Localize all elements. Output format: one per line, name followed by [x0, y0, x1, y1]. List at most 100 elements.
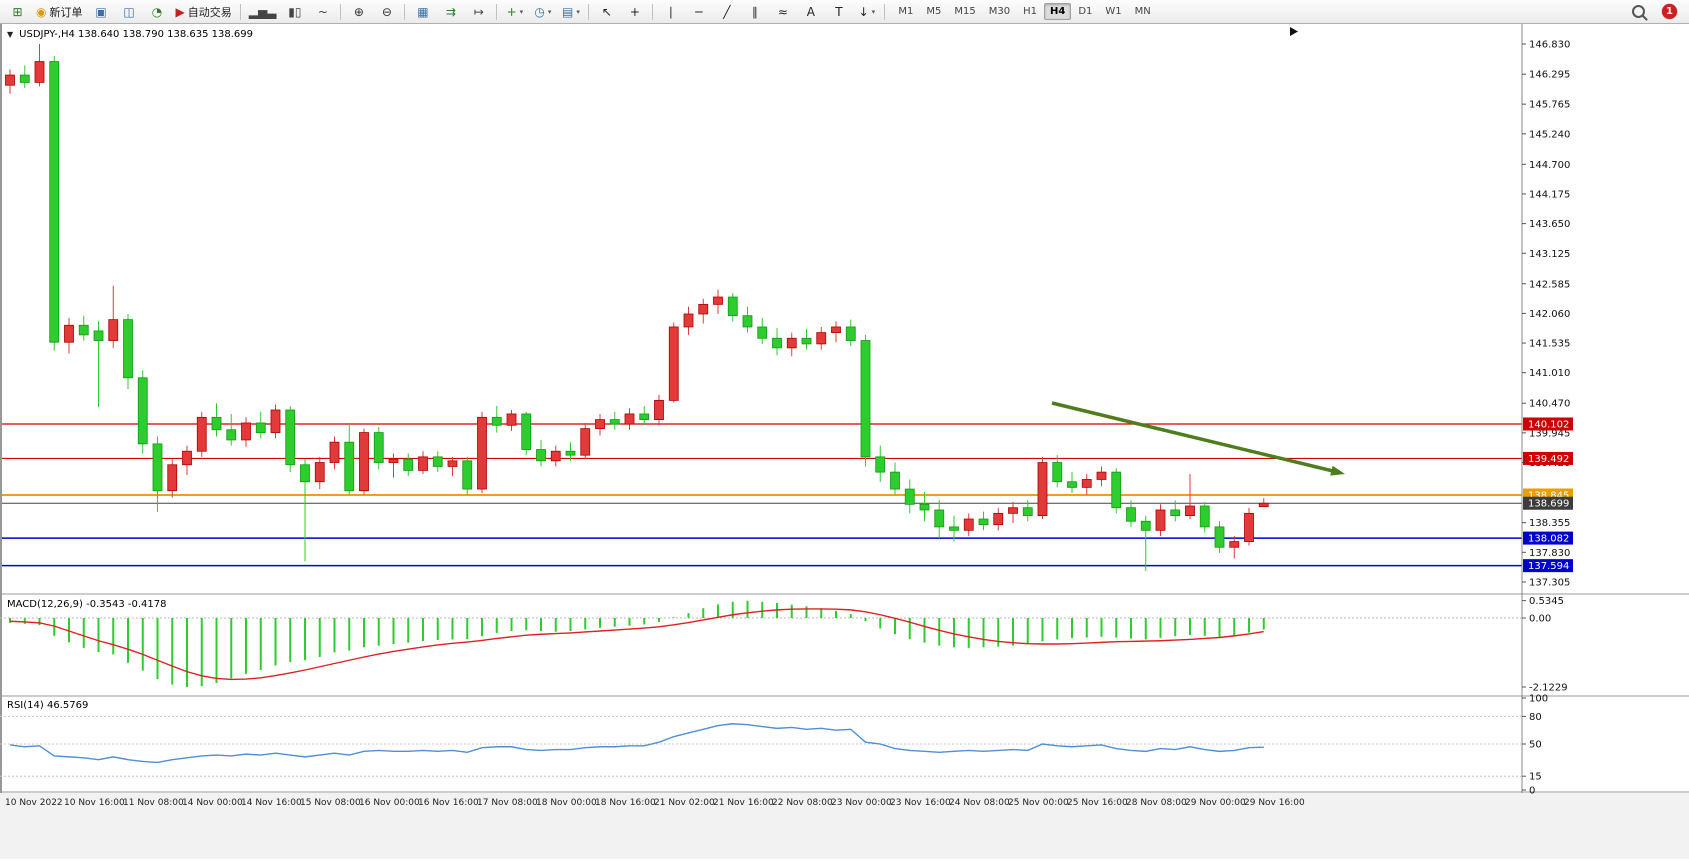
candle: [1140, 520, 1151, 531]
time-axis-label: 22 Nov 08:00: [772, 798, 833, 808]
toolbar-separator: [496, 3, 498, 20]
chart-shift-button[interactable]: ↦: [465, 1, 492, 22]
candle: [949, 526, 959, 531]
periods-button[interactable]: ◷ ▾: [529, 1, 556, 22]
notification-badge[interactable]: 1: [1662, 4, 1677, 19]
current-price-line-badge: [1523, 496, 1573, 510]
timeframe-m5-button[interactable]: M5: [926, 6, 942, 17]
candle: [683, 313, 694, 328]
time-axis-label: 16 Nov 16:00: [418, 798, 479, 808]
candle: [1008, 507, 1018, 514]
price-badge-label: 137.594: [1528, 561, 1569, 572]
crosshair-icon: +: [629, 4, 640, 19]
time-axis-label: 25 Nov 00:00: [1008, 798, 1069, 808]
crosshair-button[interactable]: +: [621, 1, 648, 22]
zoom-out-button[interactable]: ⊖: [373, 1, 400, 22]
price-badge-label: 138.699: [1528, 499, 1569, 510]
line-chart-button[interactable]: ~: [309, 1, 336, 22]
autotrading-button[interactable]: ▶ 自动交易: [171, 1, 235, 22]
toolbar-separator: [652, 3, 654, 20]
price-tick-label: 144.175: [1529, 189, 1570, 200]
candle: [1052, 462, 1063, 483]
candle: [875, 456, 886, 473]
timeframe-m30-button[interactable]: M30: [988, 6, 1011, 17]
price-tick-label: 142.060: [1529, 309, 1570, 320]
vertical-line-button[interactable]: ∣: [657, 1, 684, 22]
chart-canvas[interactable]: 146.830 146.295 145.765 145.240 144.700 144.1…: [0, 24, 1689, 859]
candle: [314, 462, 325, 483]
horizontal-line-button[interactable]: ─: [685, 1, 712, 22]
scroll-to-end-marker[interactable]: [1290, 27, 1298, 36]
label-button[interactable]: T: [825, 1, 852, 22]
timeframe-h1-button[interactable]: H1: [1023, 6, 1038, 17]
zoom-in-icon: ⊕: [353, 4, 364, 19]
candle: [241, 422, 251, 441]
candle: [477, 416, 487, 490]
fibonacci-button[interactable]: ≈: [769, 1, 796, 22]
arrows-button[interactable]: ↓ ▾: [853, 1, 880, 22]
candle: [226, 429, 237, 441]
candle: [5, 74, 15, 86]
cursor-button[interactable]: ↖: [593, 1, 620, 22]
candle: [64, 324, 74, 343]
price-tick-label: 146.295: [1529, 70, 1570, 81]
candle: [1096, 471, 1107, 480]
trendline-button[interactable]: ╱: [713, 1, 740, 22]
candle: [757, 326, 768, 339]
candle: [418, 456, 428, 471]
search-button[interactable]: [1625, 1, 1652, 22]
candle: [19, 74, 30, 83]
new-chart-button[interactable]: ⊞: [4, 1, 31, 22]
time-axis-label: 18 Nov 00:00: [536, 798, 597, 808]
candle: [182, 450, 192, 466]
timeframe-m1-button[interactable]: M1: [898, 6, 914, 17]
one-click-trading-toggle[interactable]: ▼: [7, 30, 14, 39]
candle: [845, 326, 856, 341]
tile-windows-button[interactable]: ▦: [409, 1, 436, 22]
bar-chart-icon: ▂▅▃: [248, 4, 277, 19]
price-tick-label: 145.240: [1529, 129, 1570, 140]
trend-arrow[interactable]: [1051, 401, 1334, 473]
search-icon: [1632, 5, 1645, 18]
indicators-button[interactable]: + ▾: [501, 1, 528, 22]
candle: [860, 340, 871, 458]
chevron-down-icon: ▾: [547, 7, 552, 16]
time-axis-label: 10 Nov 16:00: [64, 798, 125, 808]
time-axis-label: 24 Nov 08:00: [949, 798, 1010, 808]
candle: [1081, 479, 1092, 488]
candle: [329, 441, 340, 463]
candlestick-chart-button[interactable]: ▮▯: [281, 1, 308, 22]
candle: [978, 518, 989, 526]
navigator-icon: ◔: [151, 4, 163, 19]
rsi-axis-label: 80: [1529, 712, 1542, 723]
candle: [1022, 507, 1033, 517]
auto-scroll-button[interactable]: ⇉: [437, 1, 464, 22]
candle: [1244, 512, 1254, 542]
chart-profiles-button[interactable]: ▣: [87, 1, 114, 22]
candle: [595, 419, 605, 430]
market-watch-button[interactable]: ◫: [115, 1, 142, 22]
bar-chart-button[interactable]: ▂▅▃: [245, 1, 281, 22]
navigator-button[interactable]: ◔: [143, 1, 170, 22]
timeframe-d1-button[interactable]: D1: [1078, 6, 1093, 17]
timeframe-mn-button[interactable]: MN: [1134, 6, 1151, 17]
price-tick-label: 141.010: [1529, 368, 1570, 379]
rsi-axis-label: 100: [1529, 694, 1548, 705]
new-order-icon: ◉: [36, 4, 47, 19]
timeframe-h4-button[interactable]: H4: [1044, 3, 1072, 20]
new-order-button[interactable]: ◉ 新订单: [32, 1, 86, 22]
zoom-in-button[interactable]: ⊕: [345, 1, 372, 22]
horizontal-line-icon: ─: [695, 4, 703, 19]
channel-button[interactable]: ∥: [741, 1, 768, 22]
chevron-down-icon: ▾: [576, 7, 580, 16]
text-button[interactable]: A: [797, 1, 824, 22]
candle: [123, 319, 133, 379]
price-tick-label: 146.830: [1529, 40, 1570, 51]
vertical-line-icon: ∣: [667, 4, 674, 19]
time-axis-label: 10 Nov 2022: [5, 798, 63, 808]
toolbar-separator: [239, 3, 241, 20]
candle: [831, 326, 841, 334]
timeframe-m15-button[interactable]: M15: [954, 6, 976, 17]
timeframe-w1-button[interactable]: W1: [1105, 6, 1122, 17]
templates-button[interactable]: ▤ ▾: [557, 1, 584, 22]
